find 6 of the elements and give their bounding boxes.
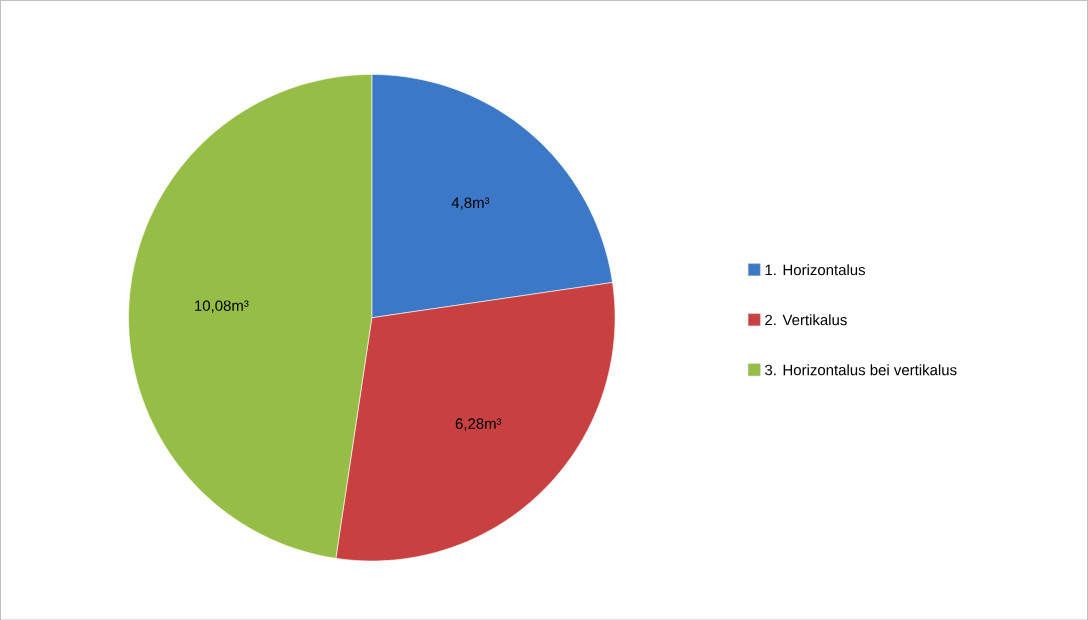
legend-label: 2. Vertikalus: [765, 314, 847, 325]
data-label: 6,28m³: [455, 418, 502, 431]
data-label: 10,08m³: [195, 300, 249, 313]
data-label: 4,8m³: [451, 197, 490, 210]
legend-label: 3. Horizontalus bei vertikalus: [765, 364, 957, 376]
legend-label: 1. Horizontalus: [765, 263, 866, 275]
